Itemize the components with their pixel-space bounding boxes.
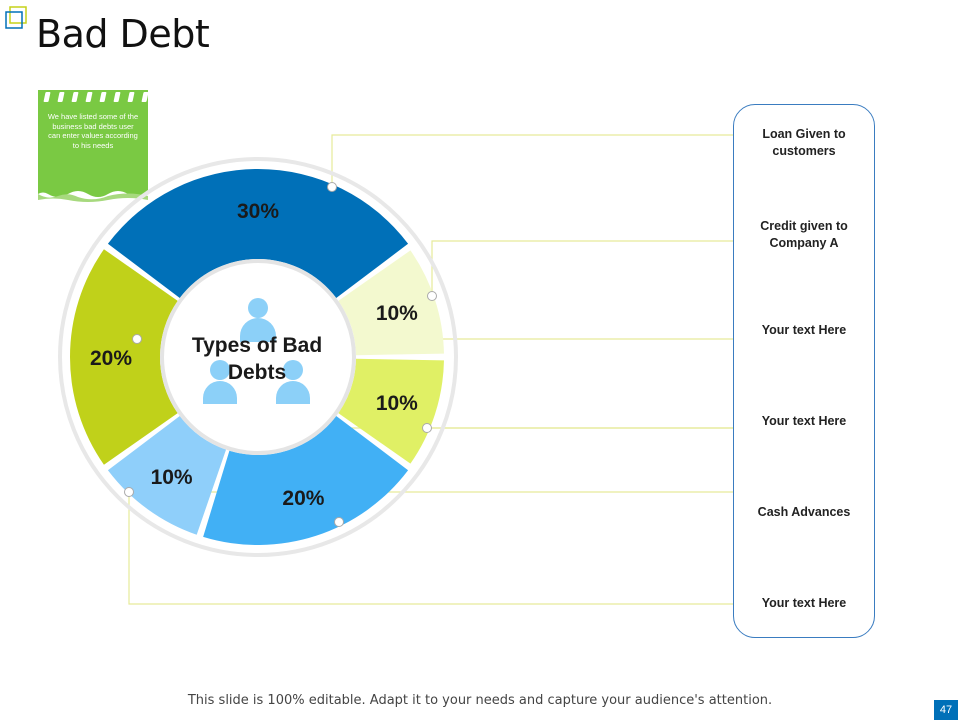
people-icon — [203, 298, 310, 404]
corner-logo-icon — [5, 6, 27, 29]
donut-slice-6 — [70, 249, 178, 465]
sticky-note: We have listed some of the business bad … — [38, 90, 148, 202]
leader-dot-6 — [132, 334, 142, 344]
sticky-note-text: We have listed some of the business bad … — [47, 112, 139, 150]
donut-slices — [70, 169, 444, 545]
leader-dot-4 — [334, 517, 344, 527]
leader-dot-2 — [427, 291, 437, 301]
footer-text: This slide is 100% editable. Adapt it to… — [187, 693, 773, 708]
leader-dots — [124, 182, 437, 527]
center-label-line1: Types of Bad — [192, 334, 322, 357]
legend-item-4: Your text Here — [761, 414, 847, 428]
slice-label-2: 10% — [376, 302, 418, 325]
leader-line-2 — [431, 240, 733, 296]
inner-ring — [160, 259, 356, 455]
donut-slice-5 — [107, 416, 227, 535]
leader-dot-5 — [124, 487, 134, 497]
slice-label-3: 10% — [376, 392, 418, 415]
donut-slice-3 — [338, 358, 444, 464]
donut-slice-1 — [107, 169, 409, 298]
slice-labels: 30% 10% 10% 20% 10% 20% — [90, 200, 418, 510]
slice-label-5: 10% — [151, 466, 193, 489]
legend-item-2: Credit given to Company A — [760, 219, 848, 250]
slice-label-4: 20% — [282, 487, 324, 510]
donut-slice-4 — [203, 416, 409, 545]
legend-box — [733, 104, 875, 638]
leader-line-bottom — [128, 492, 733, 605]
center-label-line2: Debts — [228, 361, 286, 384]
donut-slice-2 — [338, 250, 444, 356]
legend-item-6: Your text Here — [761, 596, 847, 610]
slice-label-1: 30% — [237, 200, 279, 223]
legend-item-5: Cash Advances — [757, 505, 851, 519]
legend-item-3: Your text Here — [761, 323, 847, 337]
leader-line-1 — [331, 134, 733, 187]
legend-item-1: Loan Given to customers — [762, 127, 846, 158]
page-title: Bad Debt — [36, 12, 210, 56]
sticky-note-icon — [38, 90, 148, 202]
page-number: 47 — [934, 700, 958, 720]
slice-label-6: 20% — [90, 347, 132, 370]
leader-dot-3 — [422, 423, 432, 433]
leader-dot-1 — [327, 182, 337, 192]
outer-ring — [58, 157, 458, 557]
